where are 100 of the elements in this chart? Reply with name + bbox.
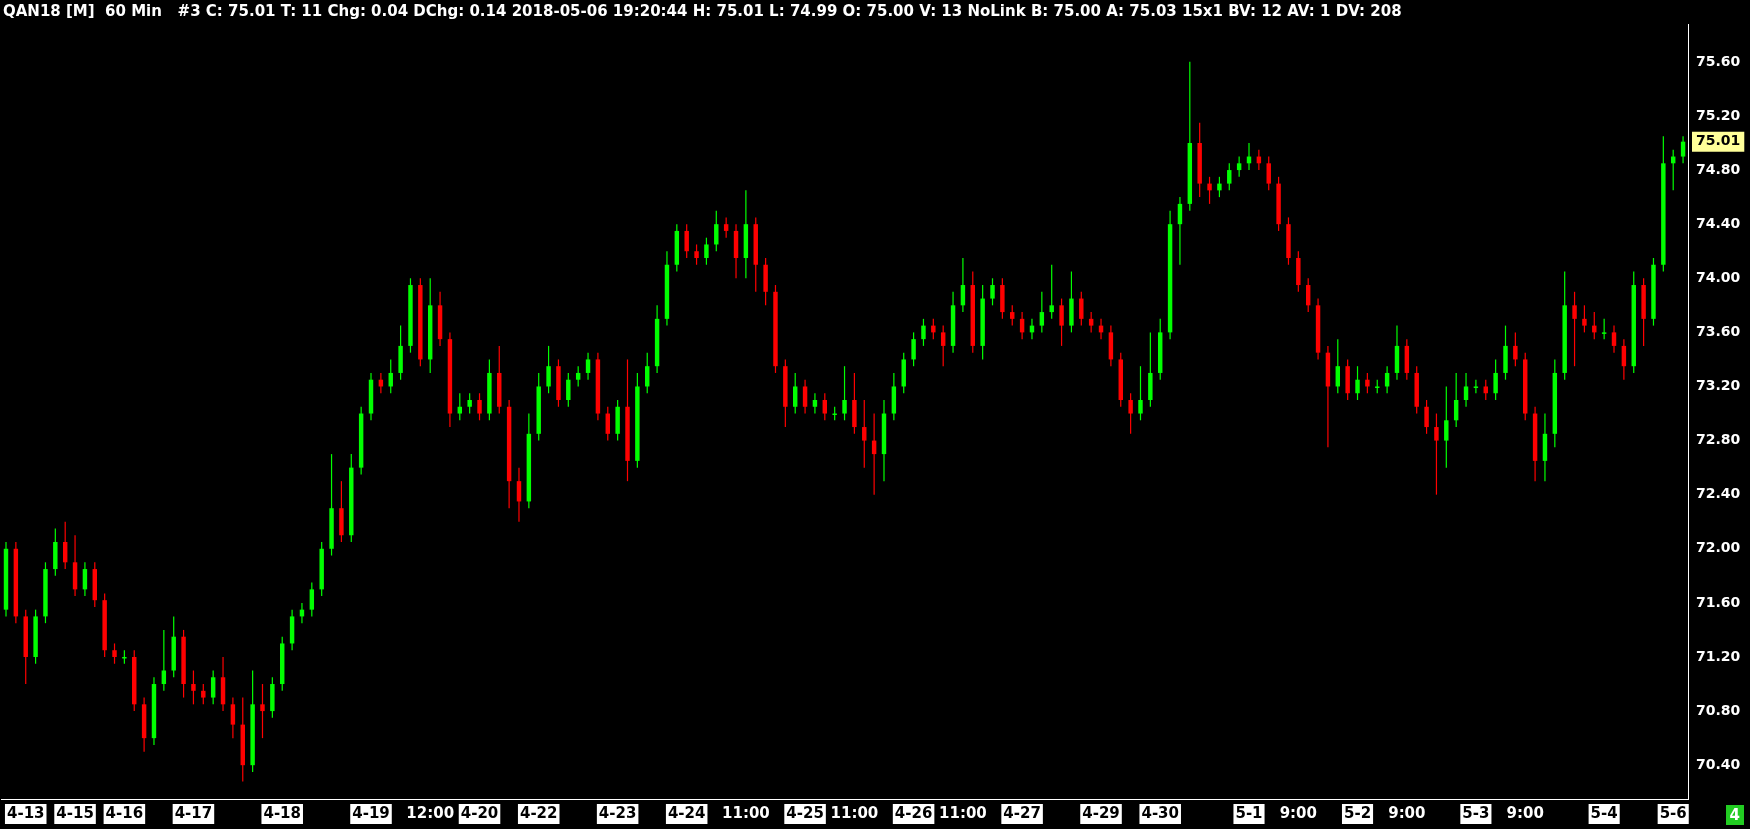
candlestick bbox=[1010, 304, 1015, 327]
y-tick-label: 72.40 bbox=[1696, 485, 1741, 502]
candlestick bbox=[990, 277, 995, 306]
candlestick bbox=[1039, 291, 1045, 333]
x-tick-label: 11:00 bbox=[830, 803, 879, 822]
x-tick-label: 11:00 bbox=[939, 803, 987, 822]
x-tick-label: 9:00 bbox=[1388, 803, 1426, 822]
candlestick bbox=[694, 243, 699, 266]
candlestick bbox=[1601, 318, 1607, 340]
x-tick-label: 9:00 bbox=[1506, 803, 1544, 822]
candlestick bbox=[585, 352, 591, 381]
candlestick bbox=[1483, 379, 1488, 401]
x-tick-label: 4-18 bbox=[263, 803, 301, 822]
candlestick bbox=[822, 392, 828, 421]
x-tick-label: 9:00 bbox=[1279, 803, 1317, 822]
candlestick bbox=[862, 399, 867, 469]
candlestick bbox=[546, 345, 551, 394]
candlestick bbox=[1513, 331, 1518, 367]
candlestick bbox=[477, 392, 482, 421]
candlestick bbox=[1207, 176, 1212, 205]
candlestick bbox=[1463, 372, 1469, 408]
x-tick-label: 11:00 bbox=[722, 803, 770, 822]
x-tick-label: 12:00 bbox=[406, 803, 455, 822]
y-tick-label: 73.60 bbox=[1696, 323, 1741, 340]
y-tick-label: 72.00 bbox=[1696, 539, 1741, 556]
x-tick-label: 4-27 bbox=[1003, 803, 1041, 822]
y-tick-label: 71.20 bbox=[1696, 647, 1741, 664]
candlestick bbox=[1088, 311, 1094, 333]
y-tick-label: 74.00 bbox=[1696, 268, 1741, 285]
candlestick bbox=[1079, 291, 1084, 327]
x-tick-label: 4-26 bbox=[894, 803, 933, 822]
candlestick bbox=[309, 582, 315, 618]
candlestick bbox=[931, 318, 936, 340]
candlestick bbox=[1266, 155, 1271, 191]
candlestick bbox=[1217, 176, 1222, 198]
candlestick bbox=[704, 237, 709, 266]
candlestick bbox=[230, 696, 236, 739]
candlestick bbox=[1611, 325, 1617, 354]
candlestick bbox=[201, 683, 206, 705]
x-tick-label: 4-20 bbox=[460, 803, 499, 822]
candlestick bbox=[714, 210, 719, 252]
x-tick-label: 4-22 bbox=[519, 803, 558, 822]
x-tick-label: 4-16 bbox=[105, 803, 144, 822]
x-tick-label: 4-25 bbox=[786, 803, 824, 822]
candlestick bbox=[112, 642, 117, 665]
y-tick-label: 75.20 bbox=[1696, 106, 1741, 123]
x-tick-label: 5-3 bbox=[1462, 803, 1490, 822]
candlestick bbox=[1434, 412, 1439, 496]
candlestick bbox=[1049, 264, 1054, 320]
x-tick-label: 4-30 bbox=[1141, 803, 1179, 822]
candlestick bbox=[940, 325, 946, 367]
candlestick bbox=[921, 318, 926, 347]
x-tick-label: 4-19 bbox=[352, 803, 390, 822]
candlestick bbox=[911, 331, 916, 367]
candlestick bbox=[842, 365, 847, 421]
candlestick bbox=[684, 223, 689, 259]
x-tick-label: 5-1 bbox=[1235, 803, 1263, 822]
candlestick bbox=[812, 392, 818, 415]
candlestick bbox=[792, 372, 798, 415]
candlestick bbox=[1365, 372, 1370, 394]
x-tick-label: 4-23 bbox=[598, 803, 637, 822]
candlestick bbox=[1680, 135, 1686, 164]
y-tick-label: 73.20 bbox=[1696, 377, 1741, 394]
candlestick bbox=[1493, 358, 1498, 401]
candlestick bbox=[802, 379, 808, 415]
text: 4 bbox=[1725, 805, 1744, 825]
candlestick bbox=[1582, 304, 1587, 333]
x-tick-label: 5-4 bbox=[1590, 803, 1618, 822]
candlestick bbox=[1138, 365, 1143, 421]
x-tick-label: 4-17 bbox=[174, 803, 213, 822]
x-tick-label: 5-6 bbox=[1659, 803, 1687, 822]
y-tick-label: 72.80 bbox=[1696, 431, 1741, 448]
text: 75.01 bbox=[1696, 132, 1741, 149]
y-tick-label: 70.80 bbox=[1696, 701, 1741, 718]
candlestick bbox=[210, 669, 216, 705]
y-tick-label: 71.60 bbox=[1696, 593, 1741, 610]
candlestick bbox=[1473, 379, 1479, 394]
candlestick bbox=[723, 216, 729, 239]
candlestick bbox=[191, 669, 196, 705]
chart-title: QAN18 [M] 60 Min #3 C: 75.01 T: 11 Chg: 0.04 DChg: 0.14 2018-05-06 19:20:44 H: 75.01 L: 74.99 O: 75.00 V: 13 NoLink B: 75.00 A: 75.03 15x1 BV: 12 AV: 1 DV: 208 bbox=[3, 2, 1402, 20]
candlestick bbox=[575, 365, 581, 388]
candlestick bbox=[457, 392, 463, 421]
candlestick bbox=[1355, 365, 1360, 401]
candlestick bbox=[1227, 162, 1232, 191]
y-tick-label: 70.40 bbox=[1696, 755, 1741, 772]
x-tick-label: 4-24 bbox=[667, 803, 706, 822]
candlestick bbox=[1592, 311, 1597, 340]
candlestick bbox=[1444, 385, 1449, 469]
candlestick bbox=[260, 683, 265, 739]
x-tick-label: 4-15 bbox=[56, 803, 94, 822]
y-tick-label: 74.40 bbox=[1696, 214, 1741, 231]
y-tick-label: 75.60 bbox=[1696, 52, 1741, 69]
x-tick-label: 5-2 bbox=[1343, 803, 1372, 822]
candlestick bbox=[467, 392, 472, 415]
candlestick bbox=[1059, 297, 1064, 347]
x-tick-label: 4-13 bbox=[6, 803, 45, 822]
x-tick-label: 4-29 bbox=[1082, 803, 1120, 822]
candlestick bbox=[1424, 399, 1429, 435]
candlestick bbox=[566, 372, 571, 408]
candlestick bbox=[1572, 291, 1577, 367]
